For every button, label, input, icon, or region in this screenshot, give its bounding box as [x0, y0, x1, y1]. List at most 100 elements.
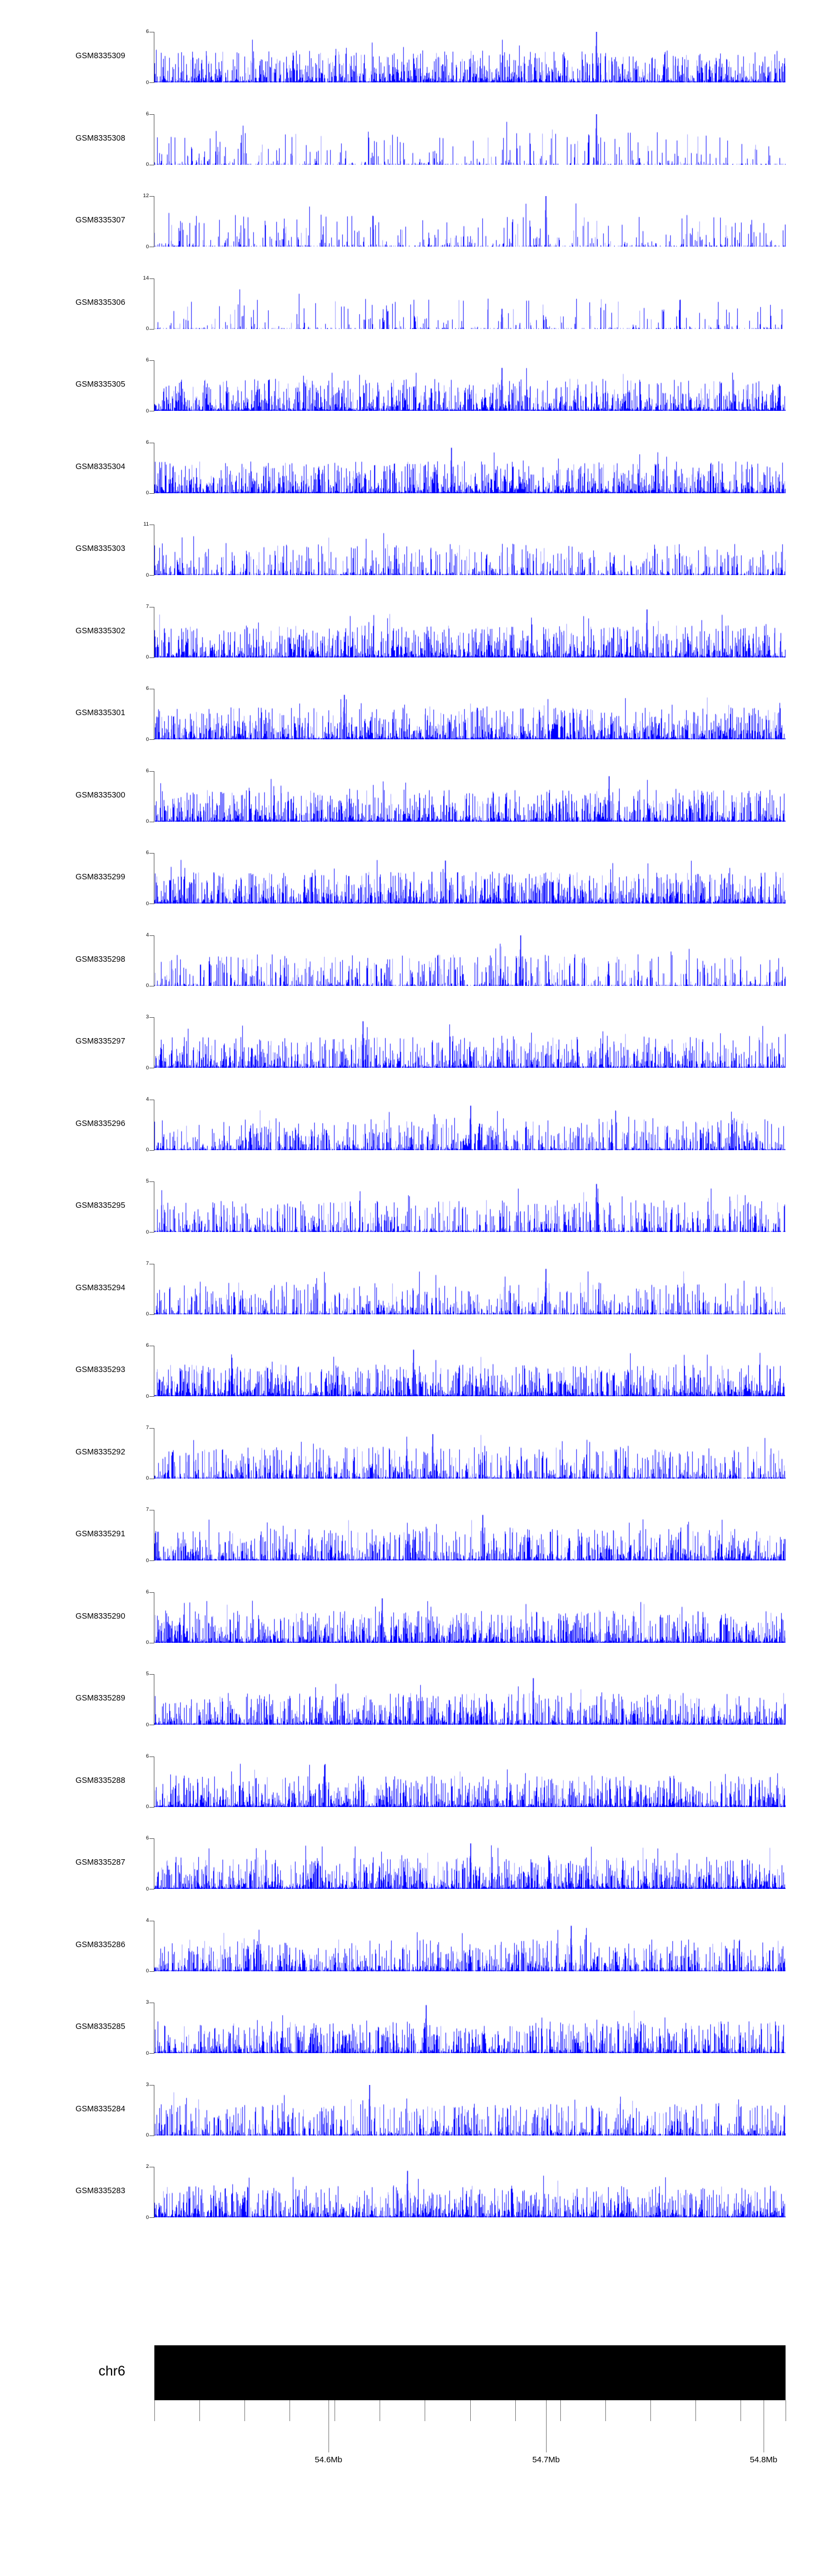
- y-axis-min-tick: [149, 2135, 154, 2136]
- track-sample-label: GSM8335298: [75, 955, 125, 964]
- coverage-plot-area: [154, 935, 786, 986]
- y-axis-min-tick: [149, 1232, 154, 1233]
- axis-minor-tick: [154, 2400, 155, 2421]
- coverage-plot-area: [154, 1346, 786, 1396]
- coverage-track: GSM8335283 2 0: [0, 2164, 824, 2220]
- coverage-plot-area: [154, 2084, 786, 2135]
- y-axis-min-tick: [149, 575, 154, 576]
- coverage-histogram: [154, 32, 786, 82]
- y-axis-max-label: 6: [146, 357, 149, 363]
- coverage-histogram: [154, 1592, 786, 1643]
- y-axis-min-label: 0: [146, 1229, 149, 1235]
- track-sample-label: GSM8335304: [75, 462, 125, 471]
- coverage-track: GSM8335288 6 0: [0, 1753, 824, 1809]
- coverage-track: GSM8335285 3 0: [0, 1999, 824, 2056]
- y-axis-max-label: 7: [146, 1424, 149, 1431]
- chromosome-label: chr6: [98, 2363, 125, 2379]
- coverage-track: GSM8335290 6 0: [0, 1589, 824, 1646]
- track-sample-label: GSM8335286: [75, 1940, 125, 1949]
- axis-minor-tick: [605, 2400, 606, 2421]
- y-axis-min-tick: [149, 739, 154, 740]
- coverage-histogram: [154, 1756, 786, 1807]
- y-axis-min-label: 0: [146, 326, 149, 332]
- coverage-histogram: [154, 935, 786, 986]
- coverage-histogram: [154, 1428, 786, 1479]
- coverage-histogram: [154, 196, 786, 247]
- y-axis-max-tick: [149, 114, 154, 115]
- coverage-plot-area: [154, 1756, 786, 1807]
- coverage-track: GSM8335304 6 0: [0, 439, 824, 496]
- track-sample-label: GSM8335308: [75, 133, 125, 143]
- coverage-track: GSM8335308 6 0: [0, 111, 824, 167]
- y-axis-min-label: 0: [146, 2050, 149, 2056]
- coverage-histogram: [154, 2167, 786, 2217]
- coverage-histogram: [154, 1674, 786, 1725]
- coverage-histogram: [154, 278, 786, 329]
- coverage-plot-area: [154, 1428, 786, 1479]
- y-axis-min-label: 0: [146, 1886, 149, 1892]
- track-sample-label: GSM8335301: [75, 709, 125, 717]
- coverage-histogram: [154, 2003, 786, 2053]
- track-sample-label: GSM8335294: [75, 1283, 125, 1292]
- y-axis-max-label: 3: [146, 1999, 149, 2005]
- coverage-plot-area: [154, 196, 786, 247]
- coverage-plot-area: [154, 1920, 786, 1971]
- y-axis-min-label: 0: [146, 490, 149, 496]
- y-axis-min-label: 0: [146, 2214, 149, 2221]
- track-sample-label: GSM8335295: [75, 1201, 125, 1210]
- y-axis-min-label: 0: [146, 1721, 149, 1728]
- coverage-plot-area: [154, 1263, 786, 1314]
- track-sample-label: GSM8335287: [75, 1858, 125, 1867]
- y-axis-max-label: 7: [146, 1260, 149, 1267]
- coverage-histogram: [154, 771, 786, 822]
- y-axis-min-label: 0: [146, 243, 149, 250]
- y-axis: 14 0: [138, 275, 154, 332]
- y-axis-min-label: 0: [146, 983, 149, 989]
- coverage-track: GSM8335300 6 0: [0, 768, 824, 824]
- y-axis-min-tick: [149, 328, 154, 330]
- y-axis-min-tick: [149, 1971, 154, 1972]
- y-axis-max-label: 3: [146, 2081, 149, 2088]
- y-axis-max-label: 6: [146, 439, 149, 445]
- coverage-track: GSM8335298 4 0: [0, 932, 824, 989]
- coverage-track: GSM8335291 7 0: [0, 1507, 824, 1563]
- coverage-histogram: [154, 1510, 786, 1560]
- coverage-track: GSM8335284 3 0: [0, 2081, 824, 2138]
- y-axis-min-label: 0: [146, 1640, 149, 1646]
- track-sample-label: GSM8335290: [75, 1612, 125, 1621]
- track-sample-label: GSM8335283: [75, 2187, 125, 2195]
- y-axis: 11 0: [138, 522, 154, 578]
- track-sample-label: GSM8335291: [75, 1530, 125, 1538]
- coverage-plot-area: [154, 360, 786, 411]
- axis-minor-tick: [650, 2400, 651, 2421]
- coverage-histogram: [154, 1181, 786, 1232]
- axis-tick-label: 54.7Mb: [532, 2455, 560, 2465]
- coverage-track: GSM8335293 6 0: [0, 1343, 824, 1399]
- coverage-plot-area: [154, 1592, 786, 1643]
- y-axis-min-tick: [149, 1396, 154, 1397]
- coverage-plot-area: [154, 771, 786, 822]
- coverage-track: GSM8335286 4 0: [0, 1917, 824, 1973]
- coverage-histogram: [154, 360, 786, 411]
- y-axis-min-label: 0: [146, 1147, 149, 1153]
- coverage-plot-area: [154, 114, 786, 165]
- coverage-track: GSM8335301 6 0: [0, 686, 824, 742]
- y-axis-max-tick: [149, 771, 154, 772]
- y-axis-max-label: 6: [146, 1835, 149, 1841]
- coverage-plot-area: [154, 2003, 786, 2053]
- axis-minor-tick: [244, 2400, 245, 2421]
- y-axis: 12 0: [138, 193, 154, 250]
- coverage-histogram: [154, 442, 786, 493]
- y-axis-max-label: 6: [146, 29, 149, 35]
- coverage-histogram: [154, 525, 786, 575]
